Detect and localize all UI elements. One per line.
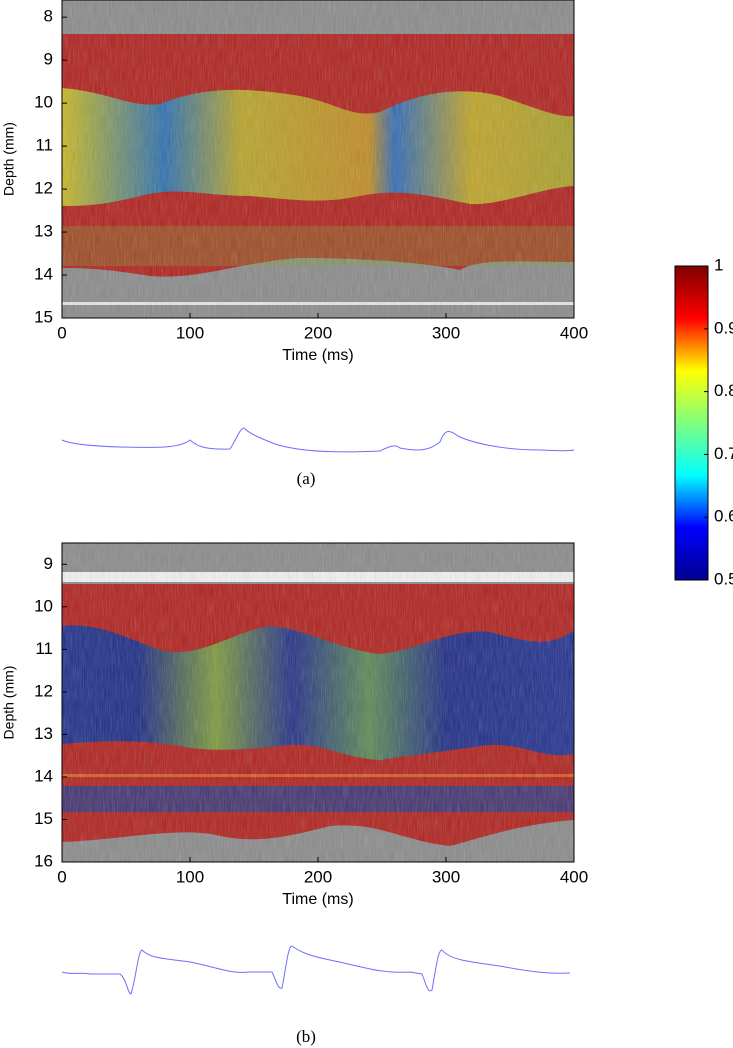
colorbar-tick-label: 0.5 [714, 569, 733, 588]
x-axis-label: Time (ms) [282, 347, 353, 364]
x-tick-label: 300 [432, 323, 460, 342]
ecg-trace-a [61, 427, 575, 453]
x-tick-label: 200 [304, 867, 332, 886]
colorbar-tick-label: 1 [714, 255, 723, 274]
x-tick-label: 400 [560, 867, 588, 886]
y-tick-label: 10 [34, 93, 53, 112]
y-tick-label: 15 [34, 307, 53, 326]
x-tick-label: 200 [304, 323, 332, 342]
colorbar-tick-label: 0.8 [714, 381, 733, 400]
y-tick-label: 8 [44, 7, 53, 26]
x-tick-label: 0 [57, 867, 66, 886]
ecg-trace-b [61, 945, 571, 995]
colorbar [674, 265, 709, 581]
caption: (b) [296, 1027, 316, 1046]
y-tick-label: 13 [34, 724, 53, 743]
y-tick-label: 11 [35, 639, 53, 658]
y-tick-label: 14 [34, 766, 53, 785]
y-tick-label: 9 [44, 554, 53, 573]
y-tick-label: 12 [34, 681, 53, 700]
x-tick-label: 100 [176, 867, 204, 886]
x-tick-label: 0 [57, 323, 66, 342]
colorbar-tick-label: 0.7 [714, 444, 733, 463]
y-tick-label: 11 [35, 136, 53, 155]
y-tick-label: 10 [34, 596, 53, 615]
colorbar-tick-label: 0.9 [714, 318, 733, 337]
y-tick-label: 13 [34, 222, 53, 241]
y-tick-label: 15 [34, 809, 53, 828]
y-tick-label: 9 [44, 50, 53, 69]
y-tick-label: 14 [34, 265, 53, 284]
x-tick-label: 100 [176, 323, 204, 342]
image-a [62, 0, 574, 318]
x-tick-label: 400 [560, 323, 588, 342]
x-axis-label: Time (ms) [282, 891, 353, 908]
y-tick-label: 16 [34, 851, 53, 870]
y-axis-label: Depth (mm) [1, 122, 17, 196]
image-b [62, 543, 574, 862]
y-axis-label: Depth (mm) [1, 666, 17, 740]
colorbar-tick-label: 0.6 [714, 507, 733, 526]
x-tick-label: 300 [432, 867, 460, 886]
y-tick-label: 12 [34, 179, 53, 198]
caption: (a) [297, 469, 316, 488]
